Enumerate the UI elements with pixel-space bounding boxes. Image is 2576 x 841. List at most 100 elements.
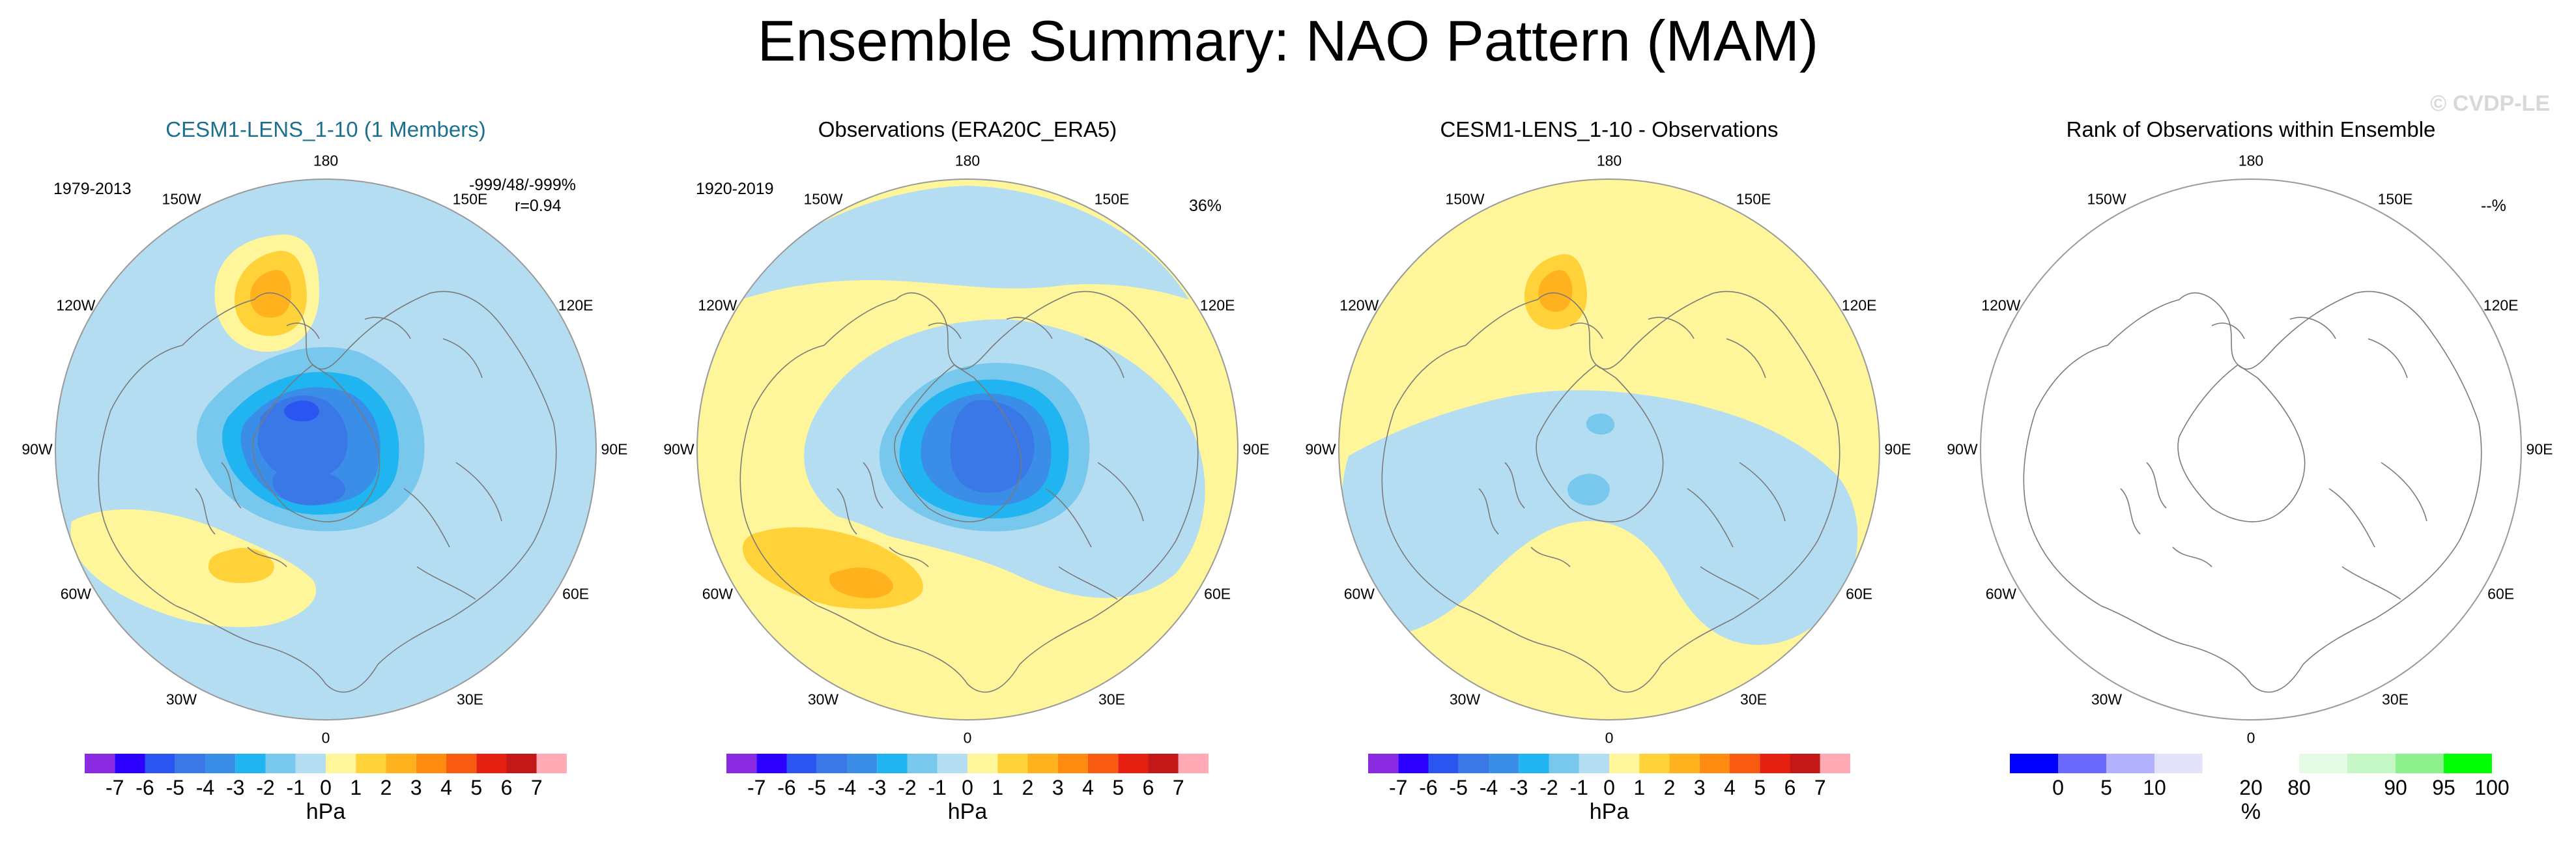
panel-4-colorbar-box-6 [2299, 754, 2347, 773]
panel-2-contour-1 [720, 186, 1189, 306]
panel-1-colorbar-tick-7: 0 [320, 776, 332, 799]
panel-3-colorbar-box-2 [1428, 754, 1459, 773]
panel-2-colorbar-box-13 [1118, 754, 1149, 773]
panel-2-colorbar-tick-8: 1 [992, 776, 1004, 799]
panel-3-lon-label-30e: 30E [1740, 691, 1767, 708]
panel-3-colorbar-box-7 [1579, 754, 1609, 773]
panel-4-colorbar-box-9 [2444, 754, 2492, 773]
panel-2-colorbar-box-11 [1057, 754, 1088, 773]
panel-2-colorbar-box-8 [967, 754, 998, 773]
panel-1-lon-label-30w: 30W [165, 691, 197, 708]
panel-1-lon-label-0: 0 [321, 729, 330, 747]
panel-4-lon-label-150e: 150E [2377, 190, 2413, 208]
panel-4-lon-label-90w: 90W [1947, 440, 1978, 458]
panel-1-colorbar-box-12 [446, 754, 477, 773]
panel-3-colorbar-tick-4: -3 [1510, 776, 1528, 799]
figure-title: Ensemble Summary: NAO Pattern (MAM) [757, 8, 1819, 73]
panel-2-lon-label-180: 180 [954, 152, 980, 169]
panel-2-lon-label-150w: 150W [803, 190, 843, 208]
panel-4-colorbar-box-0 [2010, 754, 2058, 773]
panel-2-lon-label-120w: 120W [698, 296, 737, 313]
panel-2-colorbar-box-5 [877, 754, 908, 773]
panel-2-colorbar-tick-6: -1 [928, 776, 947, 799]
panel-4-colorbar-box-2 [2106, 754, 2154, 773]
panel-3-colorbar-box-14 [1790, 754, 1820, 773]
panel-1-contour-8 [283, 400, 319, 421]
panel-1-colorbar-box-5 [235, 754, 266, 773]
panel-1-title: CESM1-LENS_1-10 (1 Members) [165, 117, 486, 141]
panel-1-colorbar-box-0 [85, 754, 115, 773]
panel-3-colorbar-box-9 [1639, 754, 1670, 773]
panel-2-contour-6 [950, 400, 1035, 493]
panel-2-lon-label-150e: 150E [1094, 190, 1130, 208]
panel-1-lon-label-30e: 30E [457, 691, 483, 708]
panel-3-colorbar-tick-11: 4 [1724, 776, 1736, 799]
panel-1-colorbar-tick-3: -4 [195, 776, 215, 799]
panel-4-lon-label-120w: 120W [1981, 296, 2021, 313]
panel-1-lon-label-180: 180 [313, 152, 339, 169]
panel-2-colorbar-tick-0: -7 [747, 776, 766, 799]
panel-3-lon-label-60w: 60W [1343, 585, 1375, 602]
panel-3-colorbar-tick-7: 0 [1603, 776, 1615, 799]
panel-2-colorbar-box-14 [1148, 754, 1179, 773]
panel-3-colorbar-tick-12: 5 [1754, 776, 1766, 799]
panel-3-lon-label-120w: 120W [1339, 296, 1379, 313]
panel-1-colorbar-box-9 [356, 754, 386, 773]
panel-1-pct-stats: -999/48/-999% [469, 176, 577, 194]
panel-1-colorbar-tick-12: 5 [470, 776, 483, 799]
panel-2-colorbar-box-4 [847, 754, 878, 773]
panel-2-colorbar-tick-3: -4 [837, 776, 857, 799]
panel-3-colorbar-tick-13: 6 [1784, 776, 1796, 799]
panel-1-colorbar-box-14 [506, 754, 537, 773]
panel-2-pattern-correlation-pct: 36% [1189, 197, 1222, 215]
panel-1-period: 1979-2013 [53, 180, 132, 198]
panel-1-correlation: r=0.94 [515, 197, 562, 215]
panel-1-colorbar-box-7 [295, 754, 326, 773]
panel-4-colorbar-box-7 [2347, 754, 2396, 773]
panel-3-lon-label-30w: 30W [1449, 691, 1481, 708]
panel-3-lon-label-90e: 90E [1884, 440, 1911, 458]
panel-2-colorbar-tick-13: 6 [1142, 776, 1154, 799]
panel-1-lon-label-150e: 150E [452, 190, 488, 208]
panel-1-colorbar-tick-4: -3 [226, 776, 245, 799]
panel-2-lon-label-30w: 30W [807, 691, 839, 708]
panel-3-lon-label-150w: 150W [1445, 190, 1485, 208]
panel-3-colorbar-tick-3: -4 [1479, 776, 1498, 799]
panel-3-colorbar-box-10 [1669, 754, 1700, 773]
panel-3-colorbar-box-8 [1609, 754, 1640, 773]
panel-1-colorbar-tick-13: 6 [500, 776, 513, 799]
panel-3-colorbar-tick-2: -5 [1449, 776, 1468, 799]
panel-1-colorbar-tick-5: -2 [256, 776, 275, 799]
panel-4-colorbar-tick-3: 20 [2239, 776, 2263, 799]
panel-2-colorbar-box-1 [756, 754, 787, 773]
panel-3-contour-2 [1567, 413, 1615, 506]
panel-3-lon-label-120e: 120E [1841, 296, 1877, 313]
panel-4-lon-label-30w: 30W [2091, 691, 2123, 708]
panel-3-contour-5 [1538, 270, 1573, 312]
panel-3-map [1338, 178, 1880, 720]
panel-2-title: Observations (ERA20C_ERA5) [818, 117, 1117, 141]
panel-3-globe-boundary [1338, 178, 1880, 720]
panel-2-colorbar-tick-14: 7 [1172, 776, 1184, 799]
panel-3-lon-label-90w: 90W [1305, 440, 1336, 458]
panel-3-colorbar [1368, 754, 1850, 773]
panel-1-colorbar-tick-0: -7 [106, 776, 124, 799]
panel-2-lon-label-120e: 120E [1199, 296, 1235, 313]
panel-1-colorbar-unit: hPa [306, 799, 346, 824]
panel-4-coastlines [2023, 291, 2482, 693]
panel-1-colorbar [85, 754, 567, 773]
panel-2-colorbar-tick-4: -3 [868, 776, 887, 799]
panel-1-colorbar-box-2 [145, 754, 175, 773]
panel-4-lon-label-30e: 30E [2382, 691, 2409, 708]
panel-3-lon-label-180: 180 [1596, 152, 1622, 169]
panel-2-colorbar-box-9 [997, 754, 1028, 773]
panel-3-colorbar-box-4 [1489, 754, 1519, 773]
panel-2-colorbar-tick-7: 0 [962, 776, 973, 799]
panel-4-colorbar-unit: % [2240, 799, 2261, 824]
panel-2-colorbar-tick-2: -5 [807, 776, 826, 799]
panel-2-colorbar-box-2 [786, 754, 817, 773]
panel-1-colorbar-box-3 [175, 754, 205, 773]
panel-1-lon-label-150w: 150W [162, 190, 201, 208]
panel-3-colorbar-box-6 [1549, 754, 1579, 773]
panel-1-contour-2 [423, 254, 572, 710]
